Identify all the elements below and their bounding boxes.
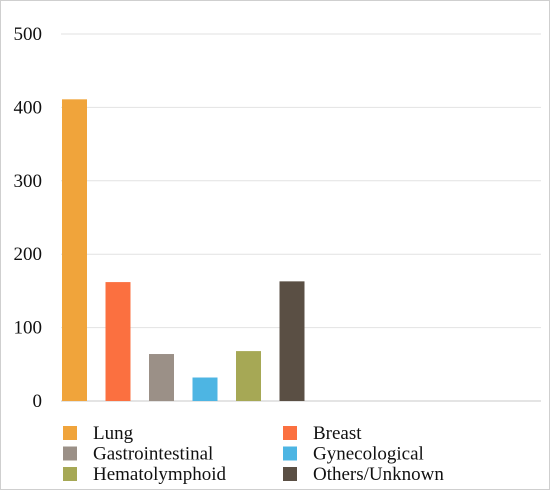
- bar: [279, 281, 305, 401]
- bar: [105, 282, 131, 401]
- legend-swatch: [63, 446, 77, 461]
- y-tick-label: 500: [14, 24, 43, 45]
- bar: [149, 354, 174, 401]
- legend-swatch: [283, 467, 297, 481]
- bar: [236, 351, 261, 401]
- gridlines: [61, 33, 541, 402]
- y-tick-label: 100: [14, 318, 43, 339]
- legend-label: Gynecological: [313, 444, 424, 465]
- bar: [62, 99, 87, 402]
- legend-swatch: [63, 467, 77, 481]
- bars: [62, 99, 305, 402]
- y-axis-ticks: 0 100 200 300 400 500: [14, 24, 43, 412]
- legend-label: Others/Unknown: [313, 464, 444, 485]
- legend-label: Breast: [313, 423, 362, 444]
- legend-label: Hematolymphoid: [93, 464, 226, 485]
- bar: [192, 377, 218, 401]
- y-tick-label: 400: [14, 97, 43, 118]
- y-tick-label: 200: [14, 244, 43, 265]
- legend-swatch: [63, 426, 77, 440]
- legend: Lung Breast Gastrointestinal Gynecological H…: [63, 423, 444, 485]
- y-tick-label: 300: [14, 171, 43, 192]
- y-tick-label: 0: [33, 391, 43, 412]
- legend-label: Lung: [93, 423, 134, 444]
- legend-label: Gastrointestinal: [93, 444, 213, 465]
- legend-swatch: [283, 446, 297, 461]
- legend-swatch: [283, 426, 297, 440]
